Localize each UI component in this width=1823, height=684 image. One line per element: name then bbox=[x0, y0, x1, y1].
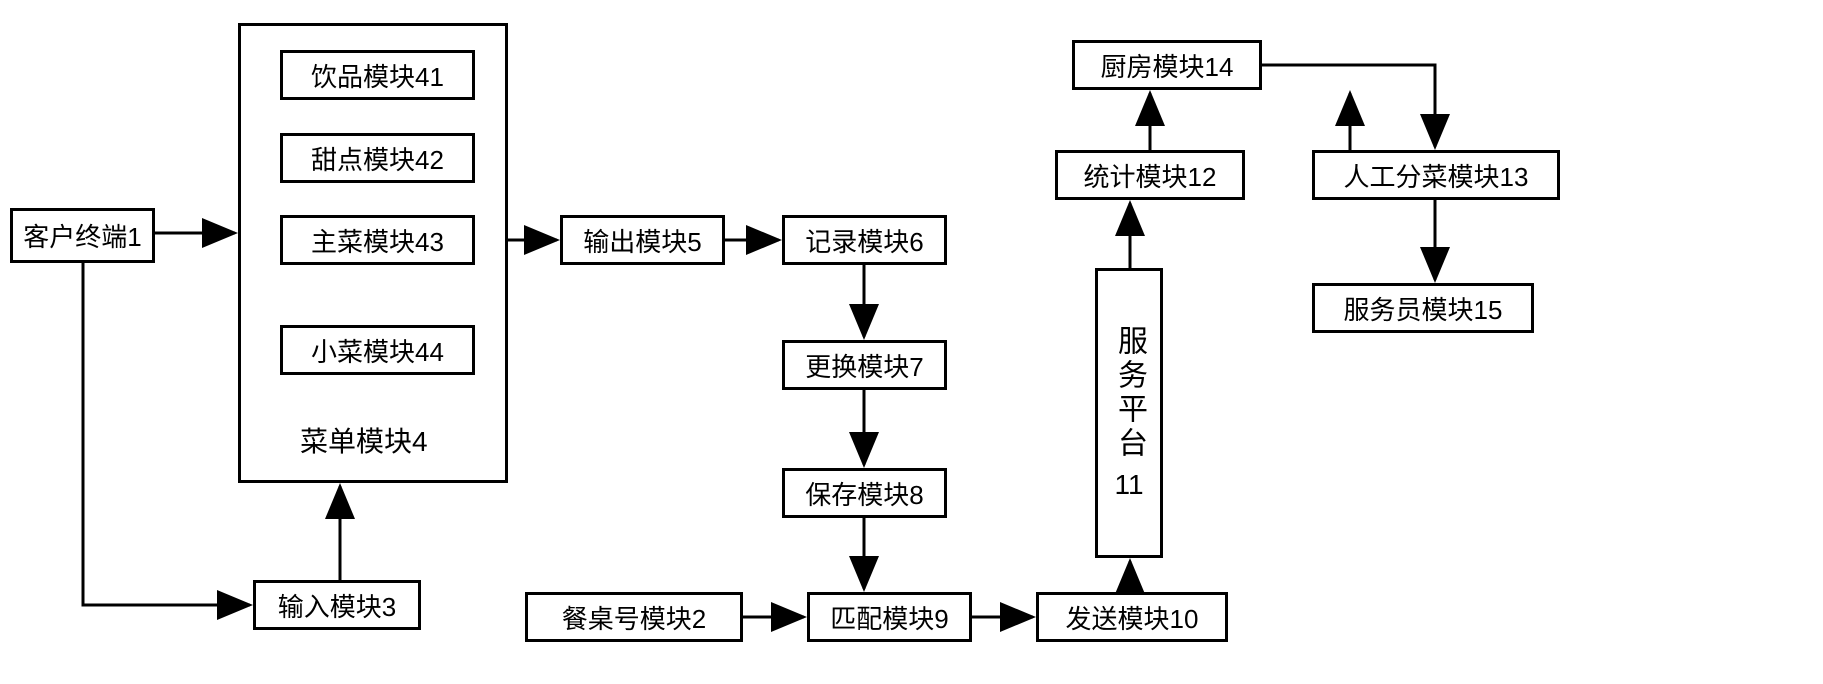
save-module-box: 保存模块8 bbox=[782, 468, 947, 518]
kitchen-module-box: 厨房模块14 bbox=[1072, 40, 1262, 90]
match-module-label: 匹配模块9 bbox=[830, 599, 948, 636]
output-module-label: 输出模块5 bbox=[583, 222, 701, 259]
beverage-module-box: 饮品模块41 bbox=[280, 50, 475, 100]
table-number-label: 餐桌号模块2 bbox=[562, 599, 706, 636]
side-dish-module-label: 小菜模块44 bbox=[311, 332, 444, 369]
send-module-label: 发送模块10 bbox=[1066, 599, 1199, 636]
service-platform-box: 服务平台 11 bbox=[1095, 268, 1163, 558]
send-module-box: 发送模块10 bbox=[1036, 592, 1228, 642]
input-module-box: 输入模块3 bbox=[253, 580, 421, 630]
service-platform-num: 11 bbox=[1114, 469, 1143, 501]
match-module-box: 匹配模块9 bbox=[807, 592, 972, 642]
replace-module-box: 更换模块7 bbox=[782, 340, 947, 390]
waiter-module-label: 服务员模块15 bbox=[1344, 290, 1503, 327]
table-number-box: 餐桌号模块2 bbox=[525, 592, 743, 642]
beverage-module-label: 饮品模块41 bbox=[311, 57, 444, 94]
output-module-box: 输出模块5 bbox=[560, 215, 725, 265]
replace-module-label: 更换模块7 bbox=[805, 347, 923, 384]
dessert-module-label: 甜点模块42 bbox=[311, 140, 444, 177]
manual-dish-module-label: 人工分菜模块13 bbox=[1344, 157, 1529, 194]
service-platform-text: 服务平台 bbox=[1107, 325, 1151, 461]
save-module-label: 保存模块8 bbox=[805, 475, 923, 512]
kitchen-module-label: 厨房模块14 bbox=[1101, 47, 1234, 84]
side-dish-module-box: 小菜模块44 bbox=[280, 325, 475, 375]
client-terminal-label: 客户终端1 bbox=[23, 217, 141, 254]
input-module-label: 输入模块3 bbox=[278, 587, 396, 624]
menu-module-label: 菜单模块4 bbox=[300, 420, 428, 460]
stats-module-label: 统计模块12 bbox=[1084, 157, 1217, 194]
client-terminal-box: 客户终端1 bbox=[10, 208, 155, 263]
record-module-label: 记录模块6 bbox=[805, 222, 923, 259]
record-module-box: 记录模块6 bbox=[782, 215, 947, 265]
main-course-module-label: 主菜模块43 bbox=[311, 222, 444, 259]
waiter-module-box: 服务员模块15 bbox=[1312, 283, 1534, 333]
manual-dish-module-box: 人工分菜模块13 bbox=[1312, 150, 1560, 200]
stats-module-box: 统计模块12 bbox=[1055, 150, 1245, 200]
main-course-module-box: 主菜模块43 bbox=[280, 215, 475, 265]
dessert-module-box: 甜点模块42 bbox=[280, 133, 475, 183]
